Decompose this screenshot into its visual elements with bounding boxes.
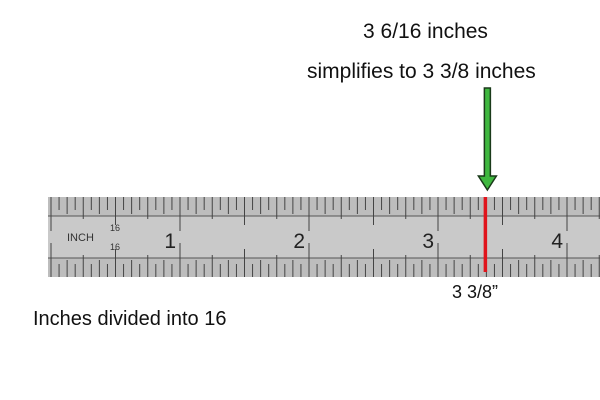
simplified-label: simplifies to 3 3/8 inches bbox=[307, 60, 536, 83]
ruler-division-top: 16 bbox=[110, 223, 120, 233]
result-label: 3 3/8” bbox=[452, 282, 499, 302]
ruler-number: 2 bbox=[293, 230, 305, 253]
ruler-division-bottom: 16 bbox=[110, 242, 120, 252]
down-arrow-icon bbox=[477, 87, 498, 192]
ruler-numbers: 1 2 3 4 bbox=[164, 230, 563, 253]
caption: Inches divided into 16 bbox=[33, 308, 227, 330]
ruler-top-band bbox=[48, 197, 600, 216]
ruler-number: 3 bbox=[422, 230, 434, 253]
measurement-label: 3 6/16 inches bbox=[363, 20, 488, 43]
ruler-bottom-band bbox=[48, 258, 600, 277]
ruler-ticks bbox=[50, 197, 600, 277]
ruler-number: 4 bbox=[551, 230, 563, 253]
ruler-number: 1 bbox=[164, 230, 176, 253]
ruler-unit-label: INCH bbox=[67, 232, 94, 244]
